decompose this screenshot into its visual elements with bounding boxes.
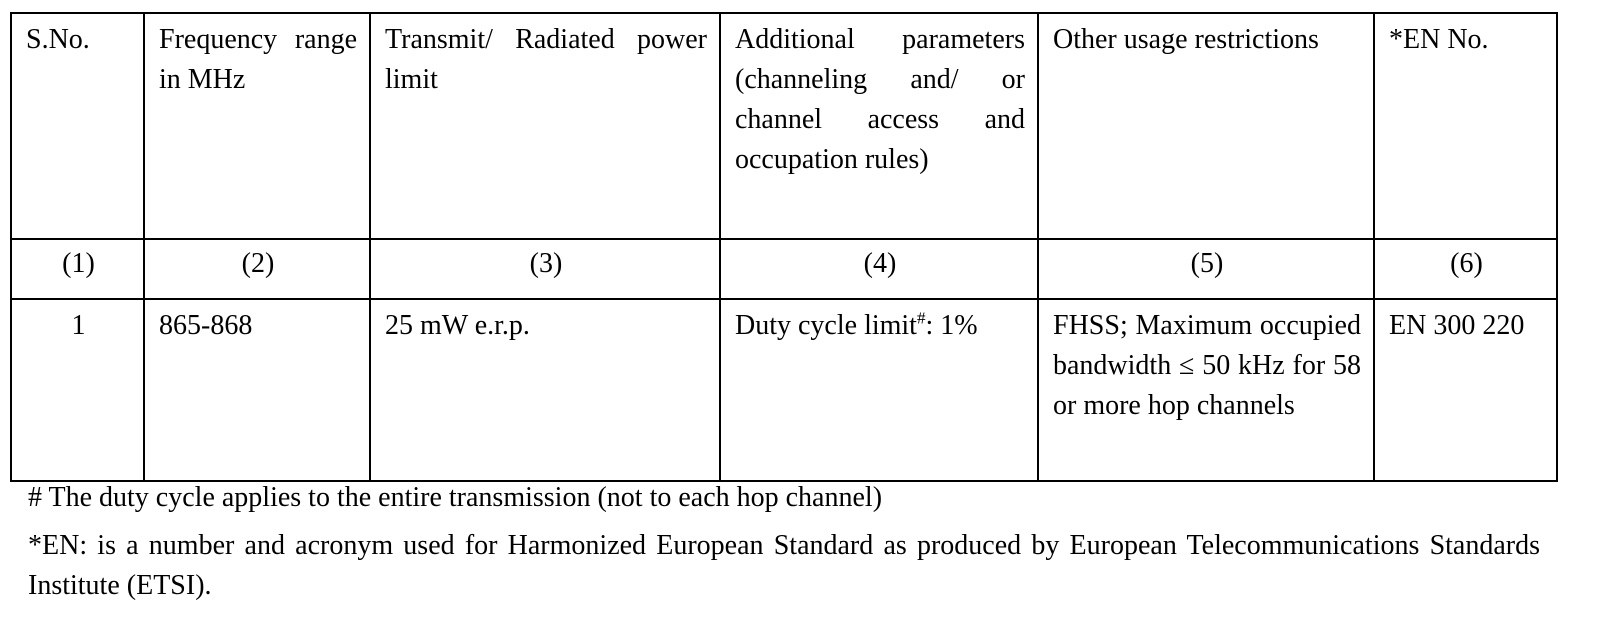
column-number: (4)	[719, 238, 1039, 300]
duty-cycle-note: # The duty cycle applies to the entire t…	[28, 482, 883, 513]
additional-text: Duty cycle limit	[735, 310, 917, 341]
en-definition-note: *EN: is a number and acronym used for Ha…	[28, 530, 1540, 601]
additional-rest: : 1%	[925, 310, 978, 341]
header-frequency: Frequency range in MHz	[143, 12, 371, 240]
cell-additional: Duty cycle limit#: 1%	[719, 298, 1039, 482]
column-number: (1)	[10, 238, 145, 300]
header-power: Transmit/ Radiated power limit	[369, 12, 721, 240]
column-number-row: (1) (2) (3) (4) (5) (6)	[10, 238, 1558, 300]
cell-en-no: EN 300 220	[1373, 298, 1558, 482]
footnote-marker: #	[916, 308, 926, 328]
column-number: (2)	[143, 238, 371, 300]
cell-sno: 1	[10, 298, 145, 482]
frequency-table: S.No. Frequency range in MHz Transmit/ R…	[10, 12, 1558, 482]
header-row: S.No. Frequency range in MHz Transmit/ R…	[10, 12, 1558, 240]
footnotes: # The duty cycle applies to the entire t…	[28, 478, 1540, 614]
header-sno: S.No.	[10, 12, 145, 240]
table-row: 1 865-868 25 mW e.r.p. Duty cycle limit#…	[10, 298, 1558, 482]
header-additional: Additional parameters (channeling and/ o…	[719, 12, 1039, 240]
header-en-no: *EN No.	[1373, 12, 1558, 240]
cell-power: 25 mW e.r.p.	[369, 298, 721, 482]
column-number: (6)	[1373, 238, 1558, 300]
cell-frequency: 865-868	[143, 298, 371, 482]
cell-restrictions: FHSS; Maximum occupied bandwidth ≤ 50 kH…	[1037, 298, 1375, 482]
header-restrictions: Other usage restrictions	[1037, 12, 1375, 240]
column-number: (5)	[1037, 238, 1375, 300]
column-number: (3)	[369, 238, 721, 300]
